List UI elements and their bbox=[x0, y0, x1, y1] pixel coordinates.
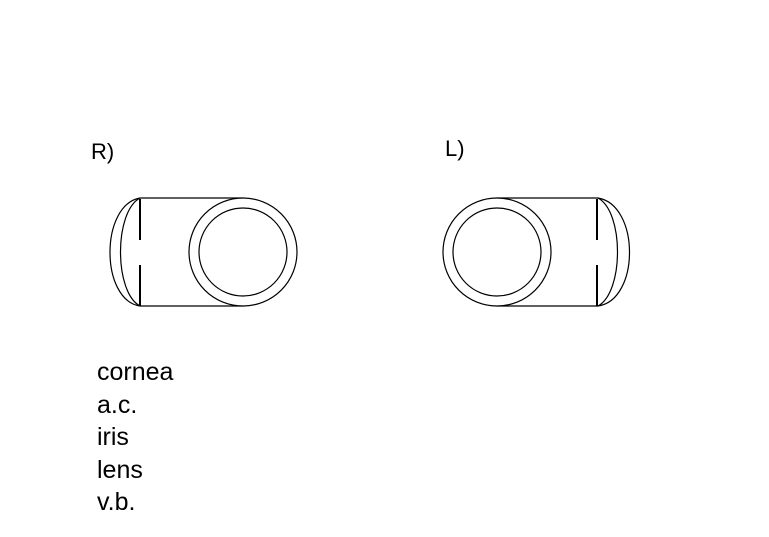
right-eye-lens-inner bbox=[198, 207, 288, 297]
right-eye-cornea-inner bbox=[119, 197, 141, 307]
left-eye bbox=[442, 197, 631, 307]
left-eye-label: L) bbox=[445, 136, 465, 161]
legend-item-anterior-chamber: a.c. bbox=[97, 390, 138, 419]
left-eye-lens-outer bbox=[442, 197, 552, 307]
anatomy-legend: cornea a.c. iris lens v.b. bbox=[97, 356, 173, 519]
right-eye-lens-outer bbox=[188, 197, 298, 307]
legend-item-iris: iris bbox=[97, 423, 129, 451]
legend-item-cornea: cornea bbox=[97, 358, 174, 386]
legend-item-lens: lens bbox=[97, 455, 143, 484]
right-eye bbox=[109, 197, 298, 307]
left-eye-cornea bbox=[597, 197, 631, 307]
left-eye-cornea-inner bbox=[597, 197, 619, 307]
right-eye-label: R) bbox=[91, 139, 115, 164]
left-eye-lens-inner bbox=[452, 207, 542, 297]
right-eye-cornea bbox=[109, 197, 141, 307]
legend-item-vitreous-body: v.b. bbox=[97, 488, 136, 516]
